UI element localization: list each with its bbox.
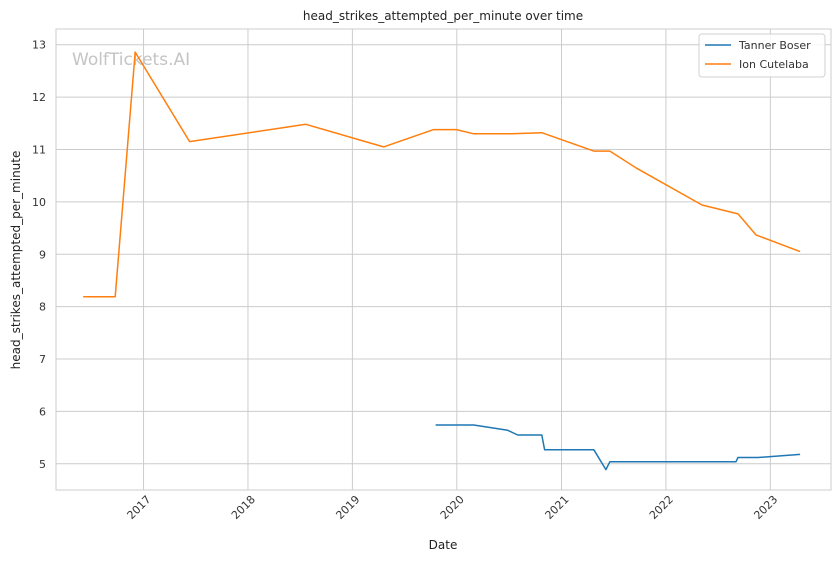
y-tick-label: 13 (32, 39, 46, 52)
y-tick-label: 8 (39, 301, 46, 314)
y-tick-label: 5 (39, 458, 46, 471)
series-line-ion-cutelaba (83, 51, 801, 298)
series-lines (83, 51, 801, 471)
legend: Tanner Boser Ion Cutelaba (698, 33, 826, 78)
y-tick-label: 11 (32, 143, 46, 156)
watermark: WolfTickets.AI (72, 50, 190, 70)
y-tick-label: 6 (39, 405, 46, 418)
x-axis-label: Date (429, 538, 458, 552)
y-axis-label: head_strikes_attempted_per_minute (9, 151, 23, 370)
plot-frame (55, 28, 832, 491)
legend-label-ion-cutelaba: Ion Cutelaba (739, 58, 809, 71)
y-tick-label: 9 (39, 248, 46, 261)
series-line-tanner-boser (435, 424, 801, 471)
grid-lines (56, 29, 831, 490)
y-tick-label: 12 (32, 91, 46, 104)
legend-label-tanner-boser: Tanner Boser (738, 39, 811, 52)
y-tick-label: 7 (39, 353, 46, 366)
y-tick-label: 10 (32, 196, 46, 209)
chart-title: head_strikes_attempted_per_minute over t… (303, 9, 583, 23)
